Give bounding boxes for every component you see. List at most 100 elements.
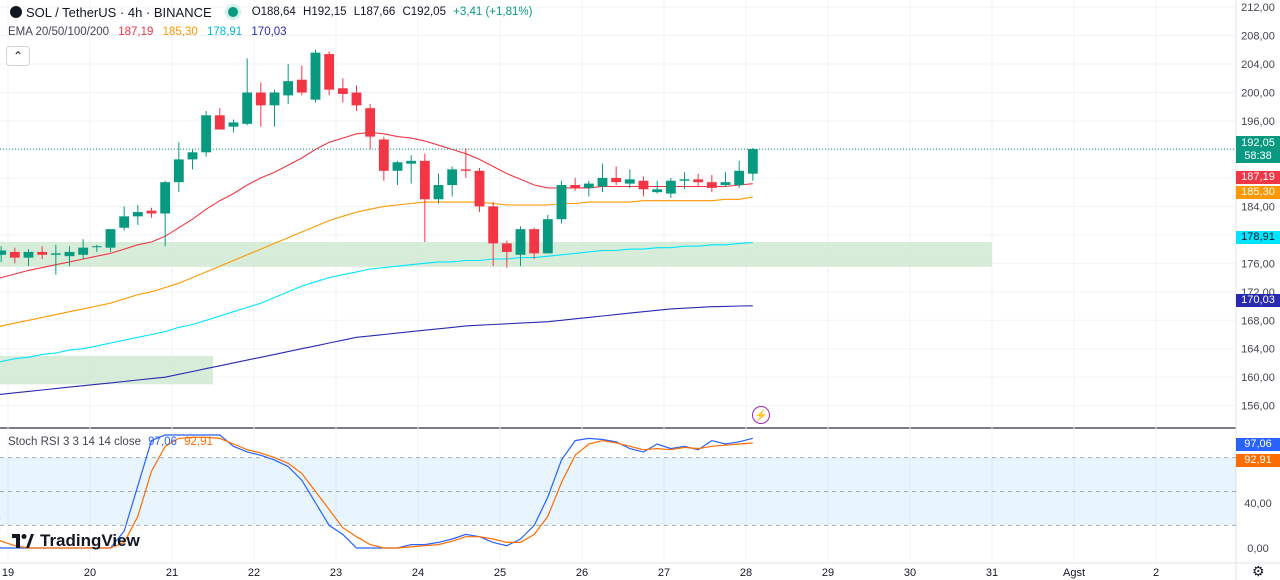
candle-body[interactable] <box>337 88 348 94</box>
market-status-icon[interactable] <box>227 7 238 17</box>
candle[interactable] <box>474 167 485 213</box>
candle-body[interactable] <box>119 216 130 228</box>
candle-body[interactable] <box>146 210 157 214</box>
candle[interactable] <box>132 204 143 225</box>
settings-gear-icon[interactable]: ⚙ <box>1252 563 1265 579</box>
candle-body[interactable] <box>173 159 184 183</box>
ema20-line[interactable] <box>0 131 753 287</box>
candle[interactable] <box>501 240 512 268</box>
candle[interactable] <box>720 172 731 187</box>
candle[interactable] <box>214 108 225 130</box>
candle-body[interactable] <box>78 247 89 255</box>
candle-body[interactable] <box>132 212 143 217</box>
candle[interactable] <box>228 119 239 133</box>
candle[interactable] <box>460 148 471 178</box>
candle-body[interactable] <box>105 229 116 248</box>
candle[interactable] <box>556 180 567 224</box>
candle[interactable] <box>23 249 34 267</box>
candle[interactable] <box>447 166 458 197</box>
candle-body[interactable] <box>583 183 594 188</box>
candle[interactable] <box>324 51 335 96</box>
symbol-title[interactable]: SOL / TetherUS · 4h · BINANCE <box>26 4 212 20</box>
candle-body[interactable] <box>747 149 758 174</box>
candle-body[interactable] <box>91 246 102 248</box>
candle-body[interactable] <box>529 229 540 254</box>
candle-body[interactable] <box>665 180 676 194</box>
candle-body[interactable] <box>570 185 581 188</box>
candle-body[interactable] <box>324 54 335 90</box>
candle-body[interactable] <box>542 219 553 254</box>
candle[interactable] <box>365 103 376 150</box>
candle-body[interactable] <box>392 162 403 171</box>
candle[interactable] <box>187 149 198 170</box>
candle-body[interactable] <box>228 122 239 127</box>
candle[interactable] <box>37 246 48 260</box>
candle[interactable] <box>706 175 717 193</box>
candle-body[interactable] <box>679 179 690 181</box>
candle-body[interactable] <box>351 92 362 106</box>
candle[interactable] <box>9 247 20 264</box>
candle-body[interactable] <box>9 251 20 258</box>
stoch-legend[interactable]: Stoch RSI 3 3 14 14 close 97,06 92,91 <box>8 436 217 448</box>
candle[interactable] <box>50 244 61 275</box>
candle[interactable] <box>0 246 7 262</box>
candle[interactable] <box>201 111 212 157</box>
candle-body[interactable] <box>693 179 704 183</box>
candle[interactable] <box>255 82 266 127</box>
candle[interactable] <box>597 163 608 193</box>
candle[interactable] <box>242 58 253 126</box>
candle[interactable] <box>283 64 294 104</box>
candle-body[interactable] <box>201 115 212 153</box>
candle-body[interactable] <box>365 108 376 137</box>
candle[interactable] <box>488 202 499 267</box>
candle-body[interactable] <box>269 92 280 106</box>
candle-body[interactable] <box>611 177 622 183</box>
candle-body[interactable] <box>283 81 294 96</box>
ema200-line[interactable] <box>0 305 753 398</box>
candle[interactable] <box>310 49 321 103</box>
candle[interactable] <box>693 173 704 187</box>
support-zone[interactable] <box>0 355 213 385</box>
collapse-legend-button[interactable]: ⌃ <box>6 46 30 66</box>
candle[interactable] <box>638 176 649 197</box>
candle-body[interactable] <box>242 92 253 124</box>
candle-body[interactable] <box>501 243 512 252</box>
candle[interactable] <box>173 142 184 193</box>
candle[interactable] <box>624 169 635 188</box>
tradingview-logo[interactable]: TradingView <box>12 531 140 551</box>
candle[interactable] <box>665 177 676 198</box>
candle[interactable] <box>119 206 130 231</box>
candle[interactable] <box>433 173 444 204</box>
candle[interactable] <box>529 227 540 260</box>
candle[interactable] <box>269 89 280 127</box>
candle-body[interactable] <box>447 169 458 186</box>
candle[interactable] <box>652 180 663 194</box>
candle-body[interactable] <box>638 180 649 190</box>
candle-body[interactable] <box>50 253 61 255</box>
candle[interactable] <box>105 229 116 252</box>
ema50-line[interactable] <box>0 196 753 332</box>
candle-body[interactable] <box>419 160 430 200</box>
candle-body[interactable] <box>515 229 526 255</box>
price-axis[interactable] <box>1236 0 1280 580</box>
candle-body[interactable] <box>378 139 389 171</box>
candle[interactable] <box>406 155 417 184</box>
candle[interactable] <box>542 214 553 254</box>
candle[interactable] <box>296 65 307 96</box>
candle-body[interactable] <box>597 177 608 187</box>
candle-body[interactable] <box>624 179 635 184</box>
candle-body[interactable] <box>0 250 7 255</box>
ema100-line[interactable] <box>0 242 753 365</box>
candle[interactable] <box>570 177 581 191</box>
candle[interactable] <box>64 246 75 267</box>
candle[interactable] <box>734 160 745 188</box>
candle[interactable] <box>78 239 89 260</box>
candle[interactable] <box>515 226 526 267</box>
stoch-d-line[interactable] <box>0 436 753 549</box>
candle-body[interactable] <box>652 189 663 193</box>
candle[interactable] <box>160 180 171 247</box>
candle[interactable] <box>337 78 348 103</box>
candle-body[interactable] <box>706 182 717 188</box>
candle-body[interactable] <box>37 251 48 255</box>
